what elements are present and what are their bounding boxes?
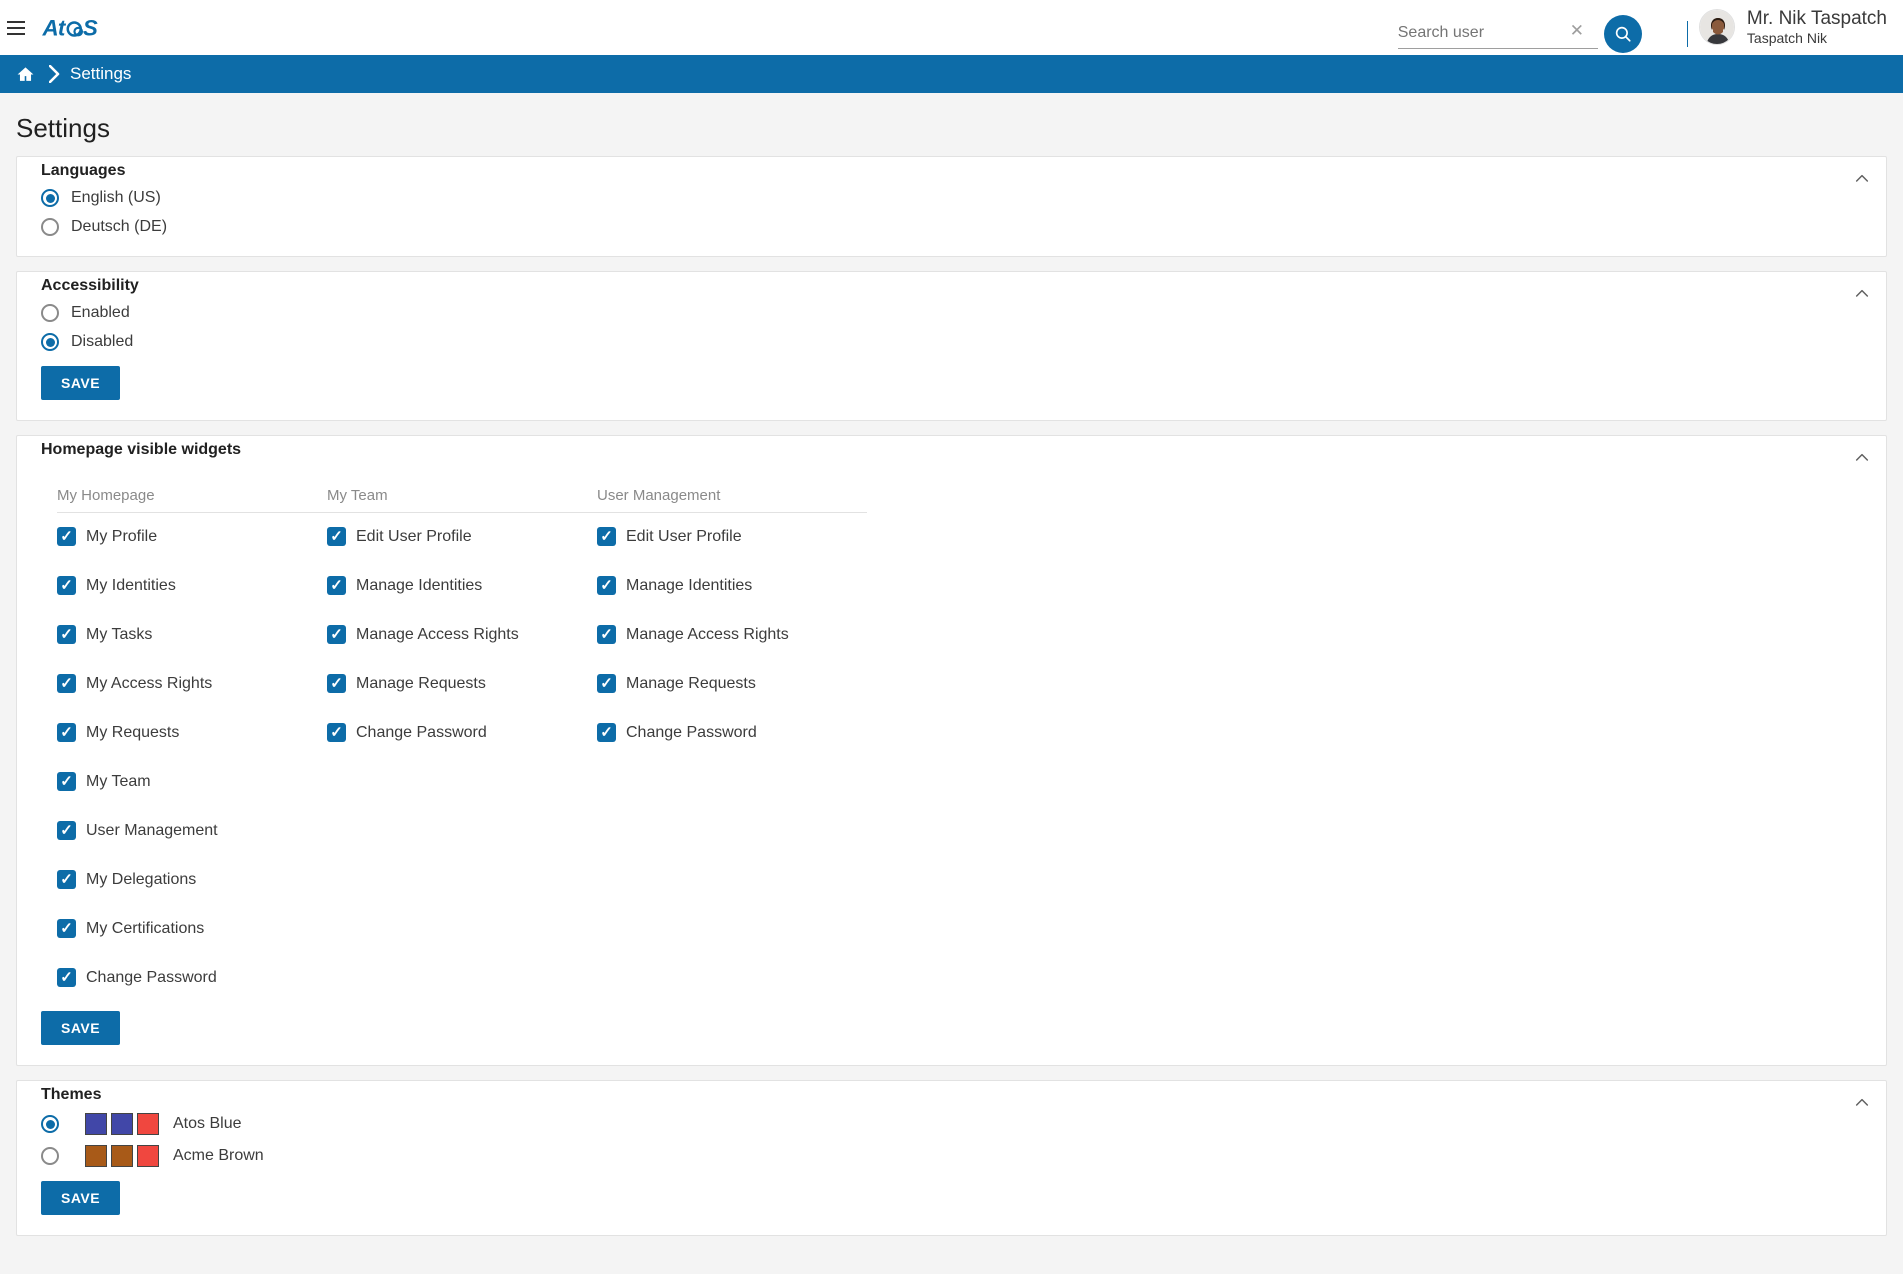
svg-text:S: S — [83, 16, 98, 41]
svg-text:At: At — [42, 16, 67, 41]
